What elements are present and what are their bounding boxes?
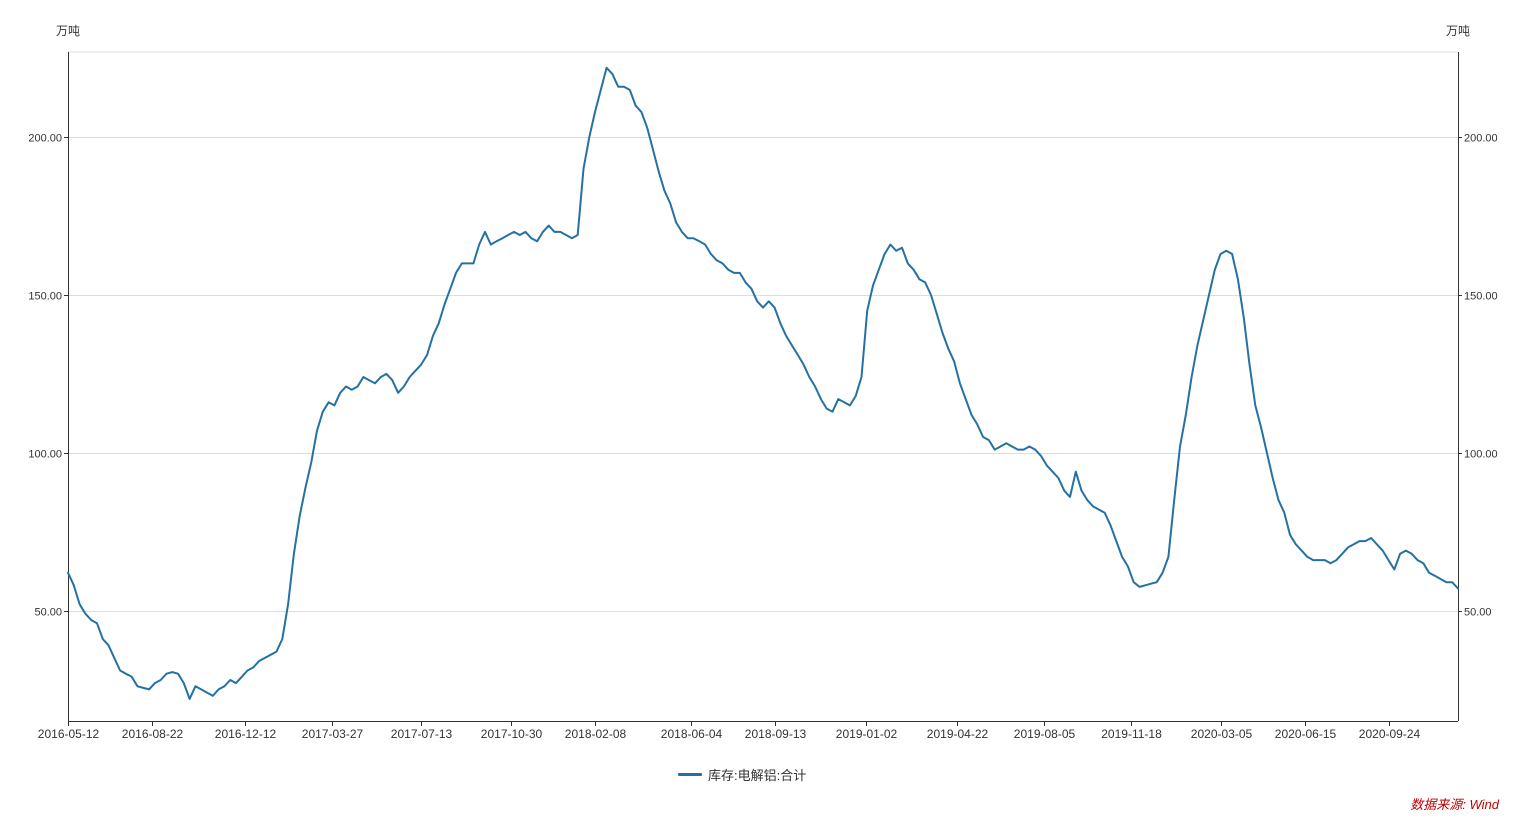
- x-tick-label: 2019-04-22: [927, 727, 989, 741]
- x-tick-label: 2020-09-24: [1359, 727, 1421, 741]
- y-tick-label-right: 150.00: [1464, 291, 1498, 303]
- x-tick-label: 2017-10-30: [481, 727, 543, 741]
- y-tick-label-left: 100.00: [28, 449, 62, 461]
- series-line: [67, 66, 1459, 700]
- y-tick-label-left: 200.00: [28, 133, 62, 145]
- grid-lines: [68, 51, 1458, 612]
- y-tick-label-left: 50.00: [34, 607, 62, 619]
- x-tick-label: 2020-03-05: [1191, 727, 1253, 741]
- data-source-note: 数据来源: Wind: [1410, 797, 1499, 812]
- legend-label: 库存:电解铝:合计: [708, 768, 807, 783]
- x-tick-label: 2018-09-13: [745, 727, 807, 741]
- x-tick-label: 2016-12-12: [215, 727, 277, 741]
- y-axis-right-unit: 万吨: [1446, 24, 1471, 38]
- legend[interactable]: 库存:电解铝:合计: [678, 765, 806, 784]
- x-tick-label: 2018-06-04: [661, 727, 723, 741]
- x-tick-label: 2019-11-18: [1101, 727, 1162, 741]
- x-tick-label: 2018-02-08: [565, 727, 627, 741]
- x-tick-label: 2020-06-15: [1275, 727, 1337, 741]
- y-tick-label-right: 200.00: [1464, 133, 1498, 145]
- x-tick-label: 2016-08-22: [122, 727, 184, 741]
- x-tick-label: 2016-05-12: [38, 727, 100, 741]
- x-tick-label: 2017-07-13: [391, 727, 453, 741]
- y-tick-label-left: 150.00: [28, 291, 62, 303]
- series-layer: [67, 66, 1459, 700]
- x-tick-label: 2019-01-02: [836, 727, 898, 741]
- y-tick-label-right: 100.00: [1464, 449, 1498, 461]
- x-tick-label: 2019-08-05: [1014, 727, 1076, 741]
- legend-swatch: [678, 773, 702, 776]
- y-tick-label-right: 50.00: [1464, 607, 1492, 619]
- tick-labels: 50.00 50.00 100.00 100.00 150.00 150.00 200.00…: [28, 133, 1497, 742]
- axes: [64, 52, 1462, 726]
- y-axis-left-unit: 万吨: [56, 24, 81, 38]
- x-tick-label: 2017-03-27: [302, 727, 364, 741]
